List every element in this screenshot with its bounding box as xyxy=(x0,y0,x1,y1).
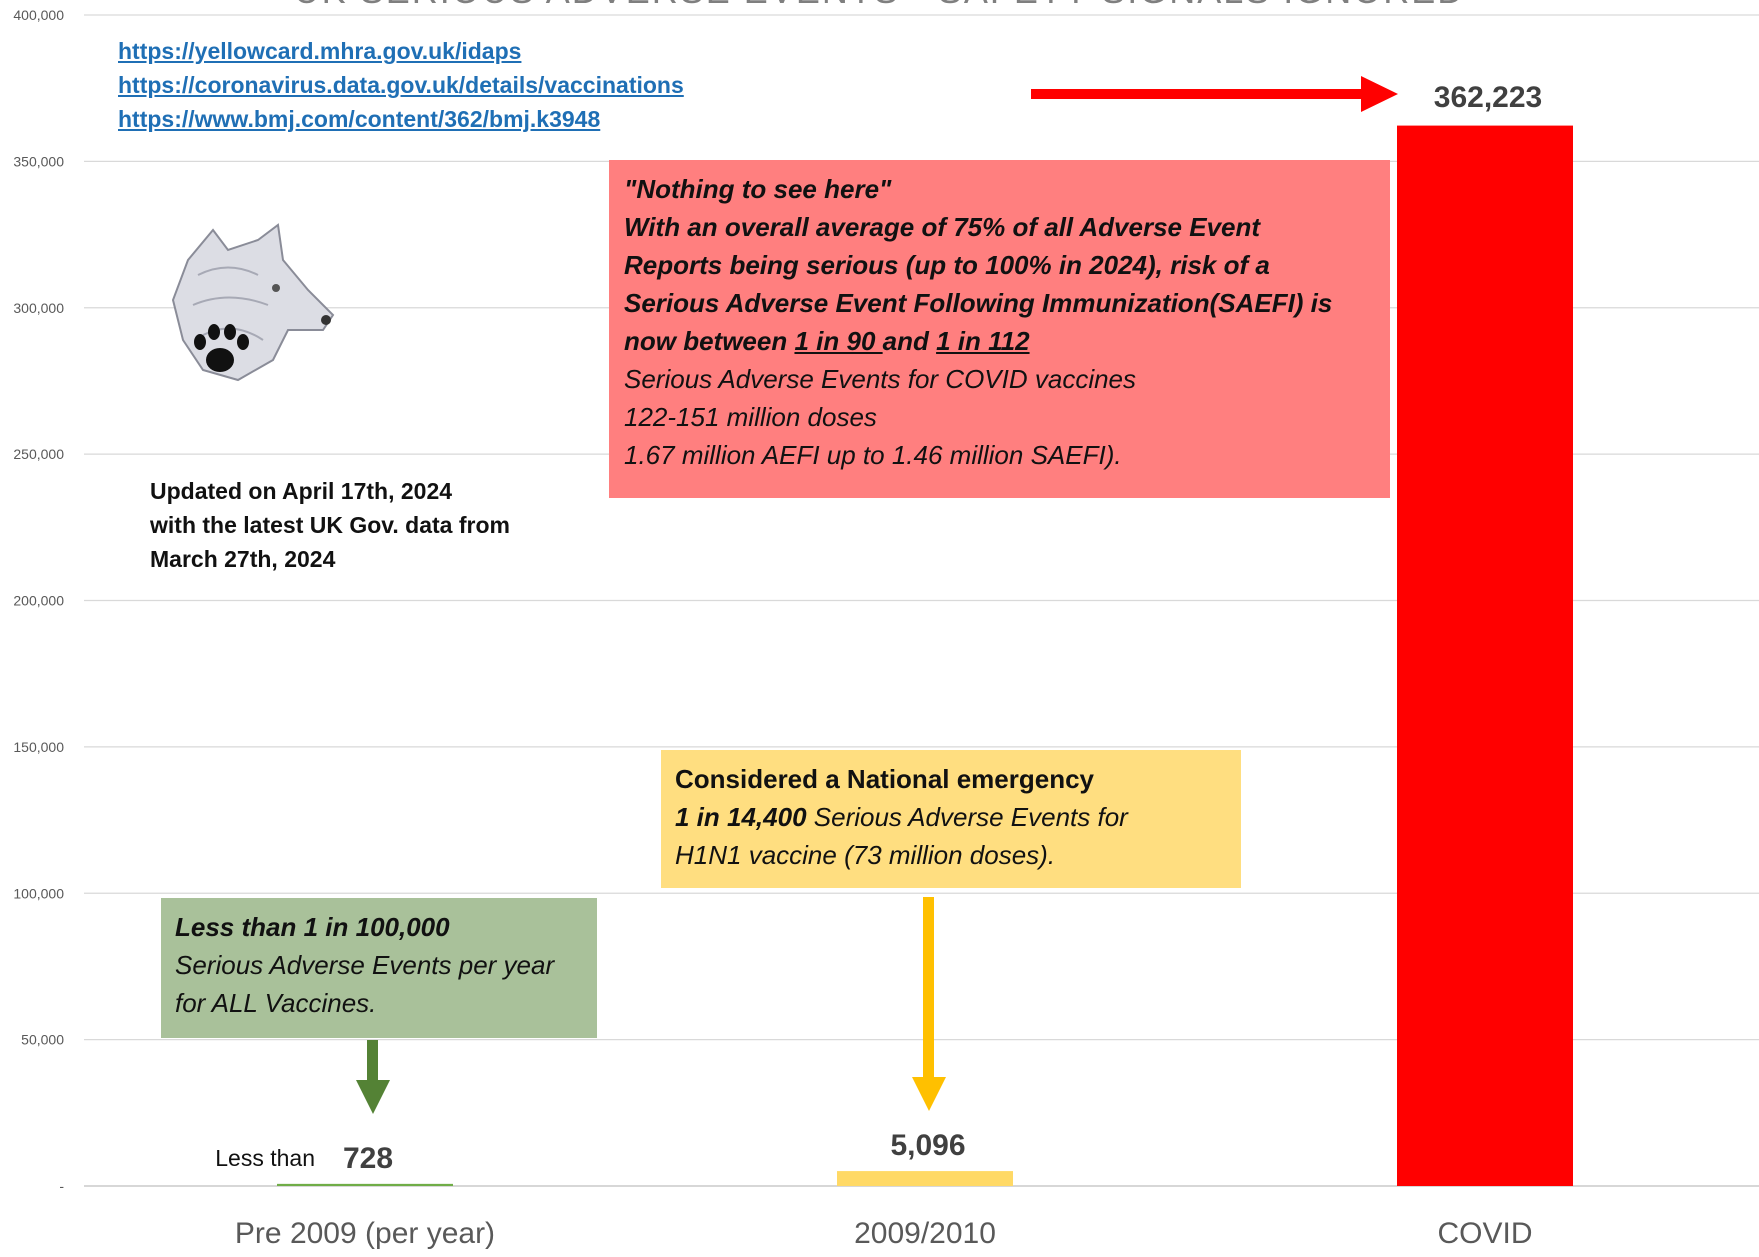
y-tick-label: 400,000 xyxy=(13,7,64,23)
update-note-line: March 27th, 2024 xyxy=(150,546,336,572)
y-tick-label: 50,000 xyxy=(21,1032,64,1048)
bar-0 xyxy=(277,1183,453,1186)
annotation-line: Serious Adverse Event Following Immuniza… xyxy=(624,288,1333,318)
annotation-text: Serious Adverse Events for xyxy=(806,802,1128,832)
annotation-line: 1.67 million AEFI up to 1.46 million SAE… xyxy=(624,440,1122,470)
link-coronavirus-data[interactable]: https://coronavirus.data.gov.uk/details/… xyxy=(118,72,684,98)
bars xyxy=(277,125,1573,1187)
annotation-text: now between xyxy=(624,326,795,356)
annotation-line: Considered a National emergency xyxy=(675,764,1095,794)
y-tick-label: - xyxy=(59,1178,64,1194)
annotation-line: H1N1 vaccine (73 million doses). xyxy=(675,840,1056,870)
y-axis-ticks: - 50,000 100,000 150,000 200,000 250,000 300,0… xyxy=(13,7,64,1194)
wolf-logo-icon xyxy=(171,223,335,382)
annotation-line: 122-151 million doses xyxy=(624,402,877,432)
annotation-line: Serious Adverse Events per year xyxy=(175,950,555,980)
h1n1-annotation-box: Considered a National emergency 1 in 14,… xyxy=(661,750,1241,888)
link-bmj[interactable]: https://www.bmj.com/content/362/bmj.k394… xyxy=(118,106,601,132)
y-tick-label: 250,000 xyxy=(13,446,64,462)
y-tick-label: 200,000 xyxy=(13,593,64,609)
data-label: 728 xyxy=(343,1142,393,1175)
covid-annotation-box: "Nothing to see here" With an overall av… xyxy=(609,160,1390,498)
annotation-line: 1 in 14,400 Serious Adverse Events for xyxy=(675,798,1227,836)
yellow-arrow-shaft xyxy=(923,897,934,1079)
bar-1 xyxy=(837,1171,1013,1186)
annotation-rate: 1 in 14,400 xyxy=(675,802,807,832)
annotation-line: With an overall average of 75% of all Ad… xyxy=(624,212,1261,242)
x-tick-label: 2009/2010 xyxy=(854,1217,996,1250)
data-label-prefix: Less than xyxy=(215,1145,315,1171)
y-tick-label: 100,000 xyxy=(13,885,64,901)
annotation-line: for ALL Vaccines. xyxy=(175,988,377,1018)
update-note-line: Updated on April 17th, 2024 xyxy=(150,478,453,504)
y-tick-label: 350,000 xyxy=(13,153,64,169)
annotation-text: and xyxy=(882,326,937,356)
y-tick-label: 300,000 xyxy=(13,300,64,316)
yellow-arrow-head xyxy=(912,1077,946,1111)
x-tick-label: Pre 2009 (per year) xyxy=(235,1217,495,1250)
x-tick-label: COVID xyxy=(1437,1217,1532,1250)
annotation-arrows xyxy=(356,76,1398,1114)
update-note-line: with the latest UK Gov. data from xyxy=(150,512,510,538)
source-links: https://yellowcard.mhra.gov.uk/idaps htt… xyxy=(118,34,684,136)
red-arrow-shaft xyxy=(1031,89,1361,99)
annotation-line: Serious Adverse Events for COVID vaccine… xyxy=(624,364,1137,394)
y-tick-label: 150,000 xyxy=(13,739,64,755)
data-label: 362,223 xyxy=(1434,81,1542,114)
annotation-line: Reports being serious (up to 100% in 202… xyxy=(624,250,1270,280)
annotation-rate-high: 1 in 112 xyxy=(936,326,1030,356)
chart-title: UK SERIOUS ADVERSE EVENTS - SAFETY SIGNA… xyxy=(0,0,1759,12)
link-yellowcard[interactable]: https://yellowcard.mhra.gov.uk/idaps xyxy=(118,38,522,64)
annotation-rate-low: 1 in 90 xyxy=(794,326,883,356)
annotation-line: Less than 1 in 100,000 xyxy=(175,912,450,942)
red-arrow-head xyxy=(1361,76,1398,112)
annotation-line: now between 1 in 90 and 1 in 112 xyxy=(624,322,1375,360)
x-axis-labels: Pre 2009 (per year) 2009/2010 COVID xyxy=(235,1217,1533,1250)
pre2009-annotation-box: Less than 1 in 100,000 Serious Adverse E… xyxy=(161,898,597,1038)
update-note: Updated on April 17th, 2024 with the lat… xyxy=(150,474,510,576)
data-label: 5,096 xyxy=(890,1129,965,1162)
bar-2 xyxy=(1397,125,1573,1187)
green-arrow-shaft xyxy=(367,1040,378,1082)
green-arrow-head xyxy=(356,1080,390,1114)
data-labels: Less than 728 5,096 362,223 xyxy=(215,81,1542,1175)
annotation-line: "Nothing to see here" xyxy=(624,174,892,204)
